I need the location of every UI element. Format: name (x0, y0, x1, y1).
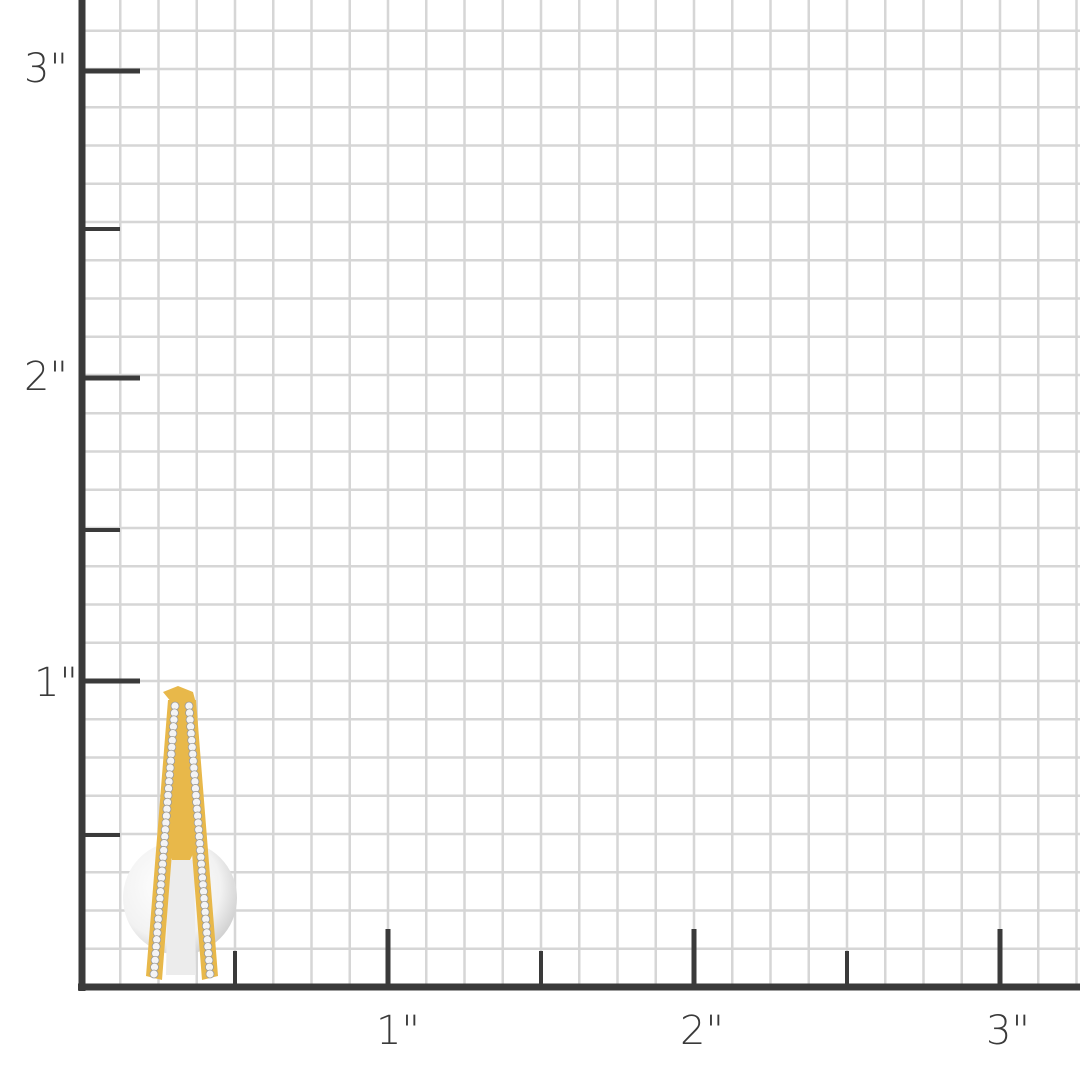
pearl-center (166, 860, 196, 975)
y-label-2: 2" (24, 354, 68, 400)
y-label-1: 1" (34, 660, 78, 706)
x-label-3: 3" (986, 1008, 1030, 1054)
diamond (149, 969, 159, 979)
x-label-2: 2" (680, 1008, 724, 1054)
clasp (163, 686, 196, 703)
x-label-1: 1" (376, 1008, 420, 1054)
earring-image (123, 686, 237, 980)
diamond (205, 969, 215, 979)
y-label-3: 3" (24, 46, 68, 92)
